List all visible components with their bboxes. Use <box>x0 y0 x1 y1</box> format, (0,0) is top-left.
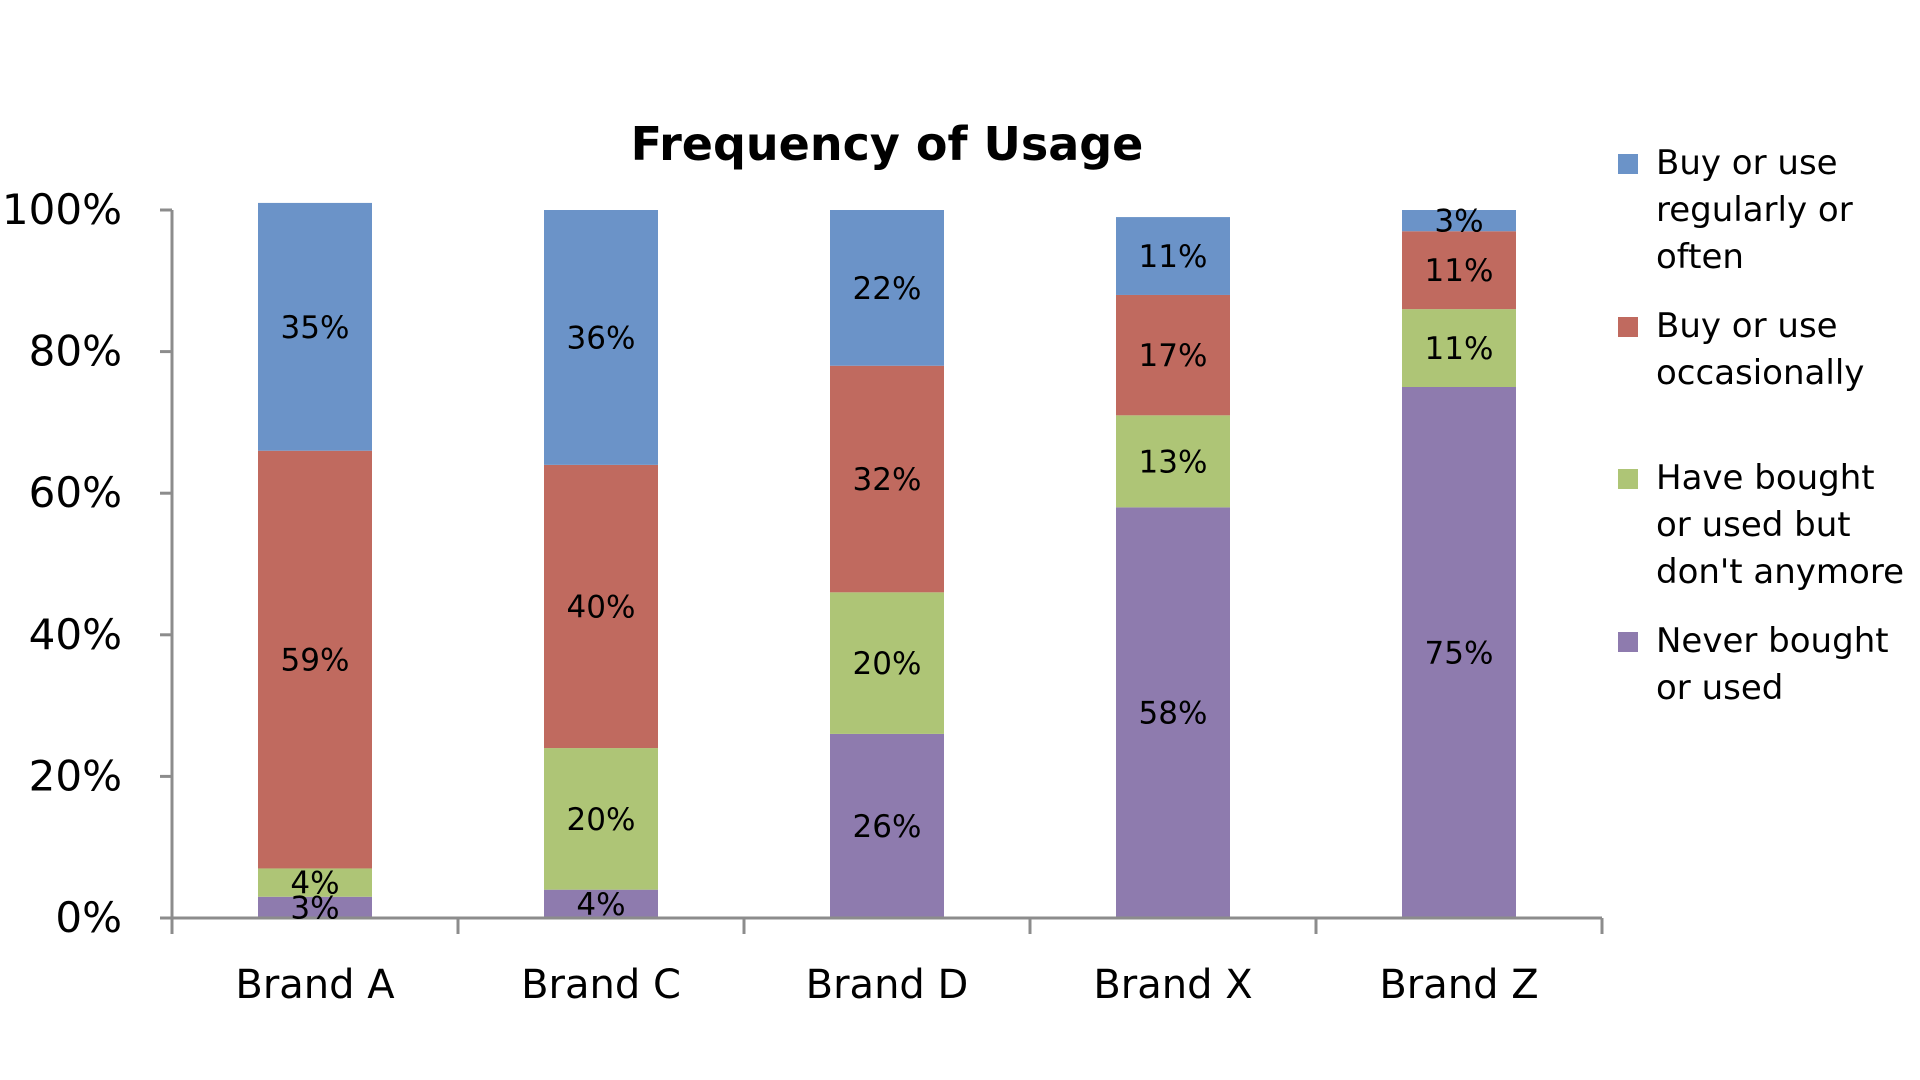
legend-swatch-1 <box>1618 154 1638 174</box>
y-tick-label-3: 40% <box>29 610 122 659</box>
data-label-4-2: 13% <box>1139 444 1208 480</box>
y-tick-label-1: 0% <box>55 893 122 942</box>
data-label-5-4: 3% <box>1434 204 1483 240</box>
bar-segment-3-1 <box>830 733 944 918</box>
bars-group <box>258 202 1516 918</box>
bar-segment-5-3 <box>1402 231 1516 310</box>
data-label-4-1: 58% <box>1139 696 1208 732</box>
data-label-2-2: 20% <box>567 802 636 838</box>
legend-label-1: Buy or use regularly or often <box>1656 143 1853 277</box>
x-tick-label-3: Brand D <box>806 962 969 1008</box>
legend-swatch-3 <box>1618 469 1638 489</box>
x-tick-label-2: Brand C <box>521 962 681 1008</box>
bar-segment-2-1 <box>544 889 658 918</box>
data-label-1-4: 35% <box>281 310 350 346</box>
legend: Buy or use regularly or often Buy or use … <box>1618 140 1918 712</box>
data-label-2-3: 40% <box>567 589 636 625</box>
bar-segment-1-4 <box>258 202 372 451</box>
legend-item-3: Have bought or used but don't anymore <box>1618 455 1918 596</box>
bar-segment-1-3 <box>258 450 372 869</box>
data-label-3-2: 20% <box>853 646 922 682</box>
x-tick-label-5: Brand Z <box>1379 962 1538 1008</box>
bar-segment-4-2 <box>1116 415 1230 508</box>
bar-segment-5-2 <box>1402 309 1516 387</box>
bar-segment-2-3 <box>544 464 658 749</box>
x-tick-label-4: Brand X <box>1093 962 1252 1008</box>
chart-title: Frequency of Usage <box>631 117 1144 171</box>
bar-segment-5-4 <box>1402 210 1516 232</box>
data-label-2-1: 4% <box>576 887 625 923</box>
bar-segment-1-2 <box>258 868 372 897</box>
legend-item-4: Never bought or used <box>1618 618 1918 712</box>
y-tick-label-5: 80% <box>29 327 122 376</box>
y-tick-label-6: 100% <box>2 185 122 234</box>
legend-label-4: Never bought or used <box>1656 621 1889 708</box>
y-tick-label-4: 60% <box>29 468 122 517</box>
bar-segment-2-2 <box>544 748 658 890</box>
bar-segment-4-1 <box>1116 507 1230 918</box>
legend-label-2: Buy or use occasionally <box>1656 306 1865 393</box>
data-label-1-3: 59% <box>281 643 350 679</box>
bar-segment-2-4 <box>544 210 658 465</box>
bar-segment-3-4 <box>830 210 944 366</box>
data-label-2-4: 36% <box>567 320 636 356</box>
data-label-4-4: 11% <box>1139 239 1208 275</box>
bar-segment-5-1 <box>1402 387 1516 918</box>
data-labels-group: 3%4%59%35%4%20%40%36%26%20%32%22%58%13%1… <box>281 204 1494 927</box>
bar-segment-3-3 <box>830 365 944 593</box>
data-label-1-2: 4% <box>290 866 339 902</box>
bar-segment-4-4 <box>1116 217 1230 295</box>
data-label-5-2: 11% <box>1425 331 1494 367</box>
legend-label-3: Have bought or used but don't anymore <box>1656 458 1904 592</box>
data-label-3-4: 22% <box>853 271 922 307</box>
legend-item-2: Buy or use occasionally <box>1618 303 1918 397</box>
axes-group: Brand A Brand C Brand D Brand X Brand Z 0% 20%… <box>2 185 1604 1008</box>
data-label-5-1: 75% <box>1425 636 1494 672</box>
data-label-5-3: 11% <box>1425 253 1494 289</box>
y-tick-label-2: 20% <box>29 751 122 800</box>
data-label-3-1: 26% <box>853 809 922 845</box>
bar-segment-4-3 <box>1116 294 1230 416</box>
bar-segment-3-2 <box>830 592 944 734</box>
legend-item-1: Buy or use regularly or often <box>1618 140 1918 281</box>
data-label-4-3: 17% <box>1139 338 1208 374</box>
bar-segment-1-1 <box>258 896 372 918</box>
legend-swatch-4 <box>1618 632 1638 652</box>
data-label-1-1: 3% <box>290 890 339 926</box>
x-tick-label-1: Brand A <box>235 962 395 1008</box>
data-label-3-3: 32% <box>853 462 922 498</box>
legend-swatch-2 <box>1618 317 1638 337</box>
